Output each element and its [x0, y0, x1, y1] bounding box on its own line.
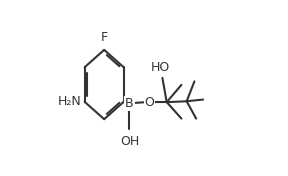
Text: B: B: [125, 96, 134, 109]
Text: HO: HO: [151, 61, 170, 74]
Text: H₂N: H₂N: [57, 95, 81, 108]
Text: O: O: [145, 96, 154, 109]
Text: OH: OH: [120, 135, 139, 148]
Text: F: F: [101, 31, 108, 44]
